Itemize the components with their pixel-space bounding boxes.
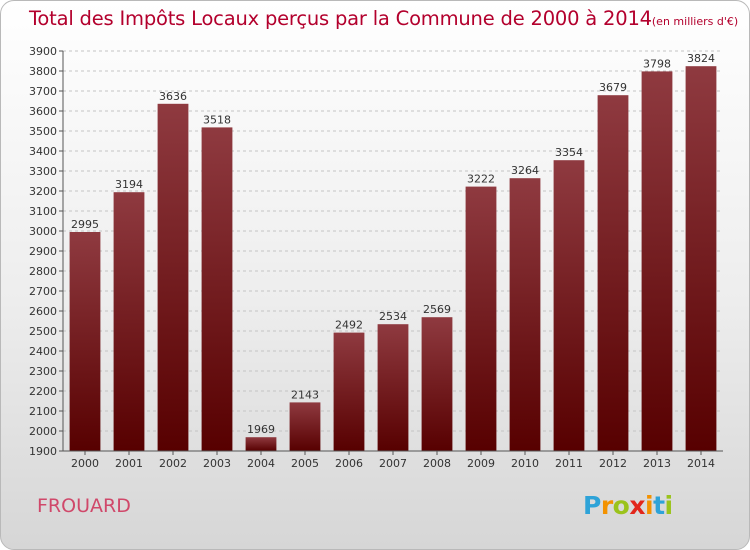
y-tick-label: 2200	[29, 385, 57, 398]
y-tick-label: 3100	[29, 205, 57, 218]
data-label: 3194	[115, 178, 143, 191]
x-tick-label: 2006	[335, 457, 363, 470]
bar	[377, 324, 409, 451]
y-tick-label: 2600	[29, 305, 57, 318]
y-axis: 1900 2000 2100 2200 2300 2400 2500 2600 2700 2800…	[29, 45, 64, 458]
logo-letter: o	[612, 491, 630, 520]
logo-letter: r	[600, 491, 613, 520]
x-tick-label: 2014	[687, 457, 715, 470]
x-tick-label: 2000	[71, 457, 99, 470]
y-tick-label: 2100	[29, 405, 57, 418]
y-tick-label: 3800	[29, 65, 57, 78]
data-label: 3636	[159, 90, 187, 103]
x-tick-label: 2011	[555, 457, 583, 470]
x-tick-label: 2012	[599, 457, 627, 470]
logo-letter: x	[629, 491, 645, 520]
data-label: 3679	[599, 81, 627, 94]
data-label: 2995	[71, 218, 99, 231]
x-tick-label: 2009	[467, 457, 495, 470]
y-tick-label: 3500	[29, 125, 57, 138]
data-label: 2569	[423, 303, 451, 316]
bar	[289, 402, 321, 451]
x-tick-label: 2004	[247, 457, 275, 470]
bar	[333, 332, 365, 451]
bars: 2995 3194 3636 3518 1969 2143 2492 2534 2569 3222…	[69, 52, 717, 452]
bar	[421, 317, 453, 451]
bar	[465, 186, 497, 451]
y-tick-label: 3600	[29, 105, 57, 118]
y-tick-label: 2900	[29, 245, 57, 258]
chart-title-text: Total des Impôts Locaux perçus par la Co…	[29, 7, 652, 30]
data-label: 3798	[643, 57, 671, 70]
y-tick-label: 3200	[29, 185, 57, 198]
y-tick-label: 2800	[29, 265, 57, 278]
bar	[553, 160, 585, 451]
data-label: 3222	[467, 173, 495, 186]
data-label: 2143	[291, 388, 319, 401]
bar	[69, 232, 101, 451]
x-tick-label: 2010	[511, 457, 539, 470]
bar	[157, 103, 189, 452]
y-tick-label: 3700	[29, 85, 57, 98]
y-tick-label: 2500	[29, 325, 57, 338]
data-label: 3354	[555, 146, 583, 159]
x-tick-label: 2013	[643, 457, 671, 470]
x-tick-label: 2001	[115, 457, 143, 470]
bar	[641, 71, 673, 452]
data-label: 1969	[247, 423, 275, 436]
y-tick-label: 2400	[29, 345, 57, 358]
x-tick-label: 2007	[379, 457, 407, 470]
y-tick-label: 1900	[29, 445, 57, 458]
bar	[597, 95, 629, 451]
y-tick-label: 2700	[29, 285, 57, 298]
data-label: 2492	[335, 319, 363, 332]
y-tick-label: 3900	[29, 45, 57, 58]
data-label: 3264	[511, 164, 539, 177]
bar	[685, 66, 717, 451]
data-label: 3518	[203, 113, 231, 126]
x-tick-label: 2005	[291, 457, 319, 470]
data-label: 3824	[687, 52, 715, 65]
x-axis: 2000 2001 2002 2003 2004 2005 2006 2007 2008 2009…	[63, 450, 723, 470]
y-tick-label: 3300	[29, 165, 57, 178]
y-tick-label: 2000	[29, 425, 57, 438]
data-label: 2534	[379, 310, 407, 323]
logo-letter: P	[583, 491, 601, 520]
chart-unit: (en milliers d'€)	[651, 15, 739, 28]
logo-letter: t	[653, 491, 665, 520]
y-tick-label: 3000	[29, 225, 57, 238]
y-tick-label: 3400	[29, 145, 57, 158]
chart-title: Total des Impôts Locaux perçus par la Co…	[29, 7, 738, 30]
x-tick-label: 2008	[423, 457, 451, 470]
x-tick-label: 2003	[203, 457, 231, 470]
bar	[509, 178, 541, 451]
logo-letter: i	[664, 491, 674, 520]
x-tick-label: 2002	[159, 457, 187, 470]
y-tick-label: 2300	[29, 365, 57, 378]
bar	[245, 437, 277, 451]
commune-name: FROUARD	[37, 495, 131, 517]
bar	[201, 127, 233, 452]
proxiti-logo: Proxiti	[583, 491, 673, 520]
bar	[113, 192, 145, 451]
logo-letter: i	[645, 491, 654, 520]
